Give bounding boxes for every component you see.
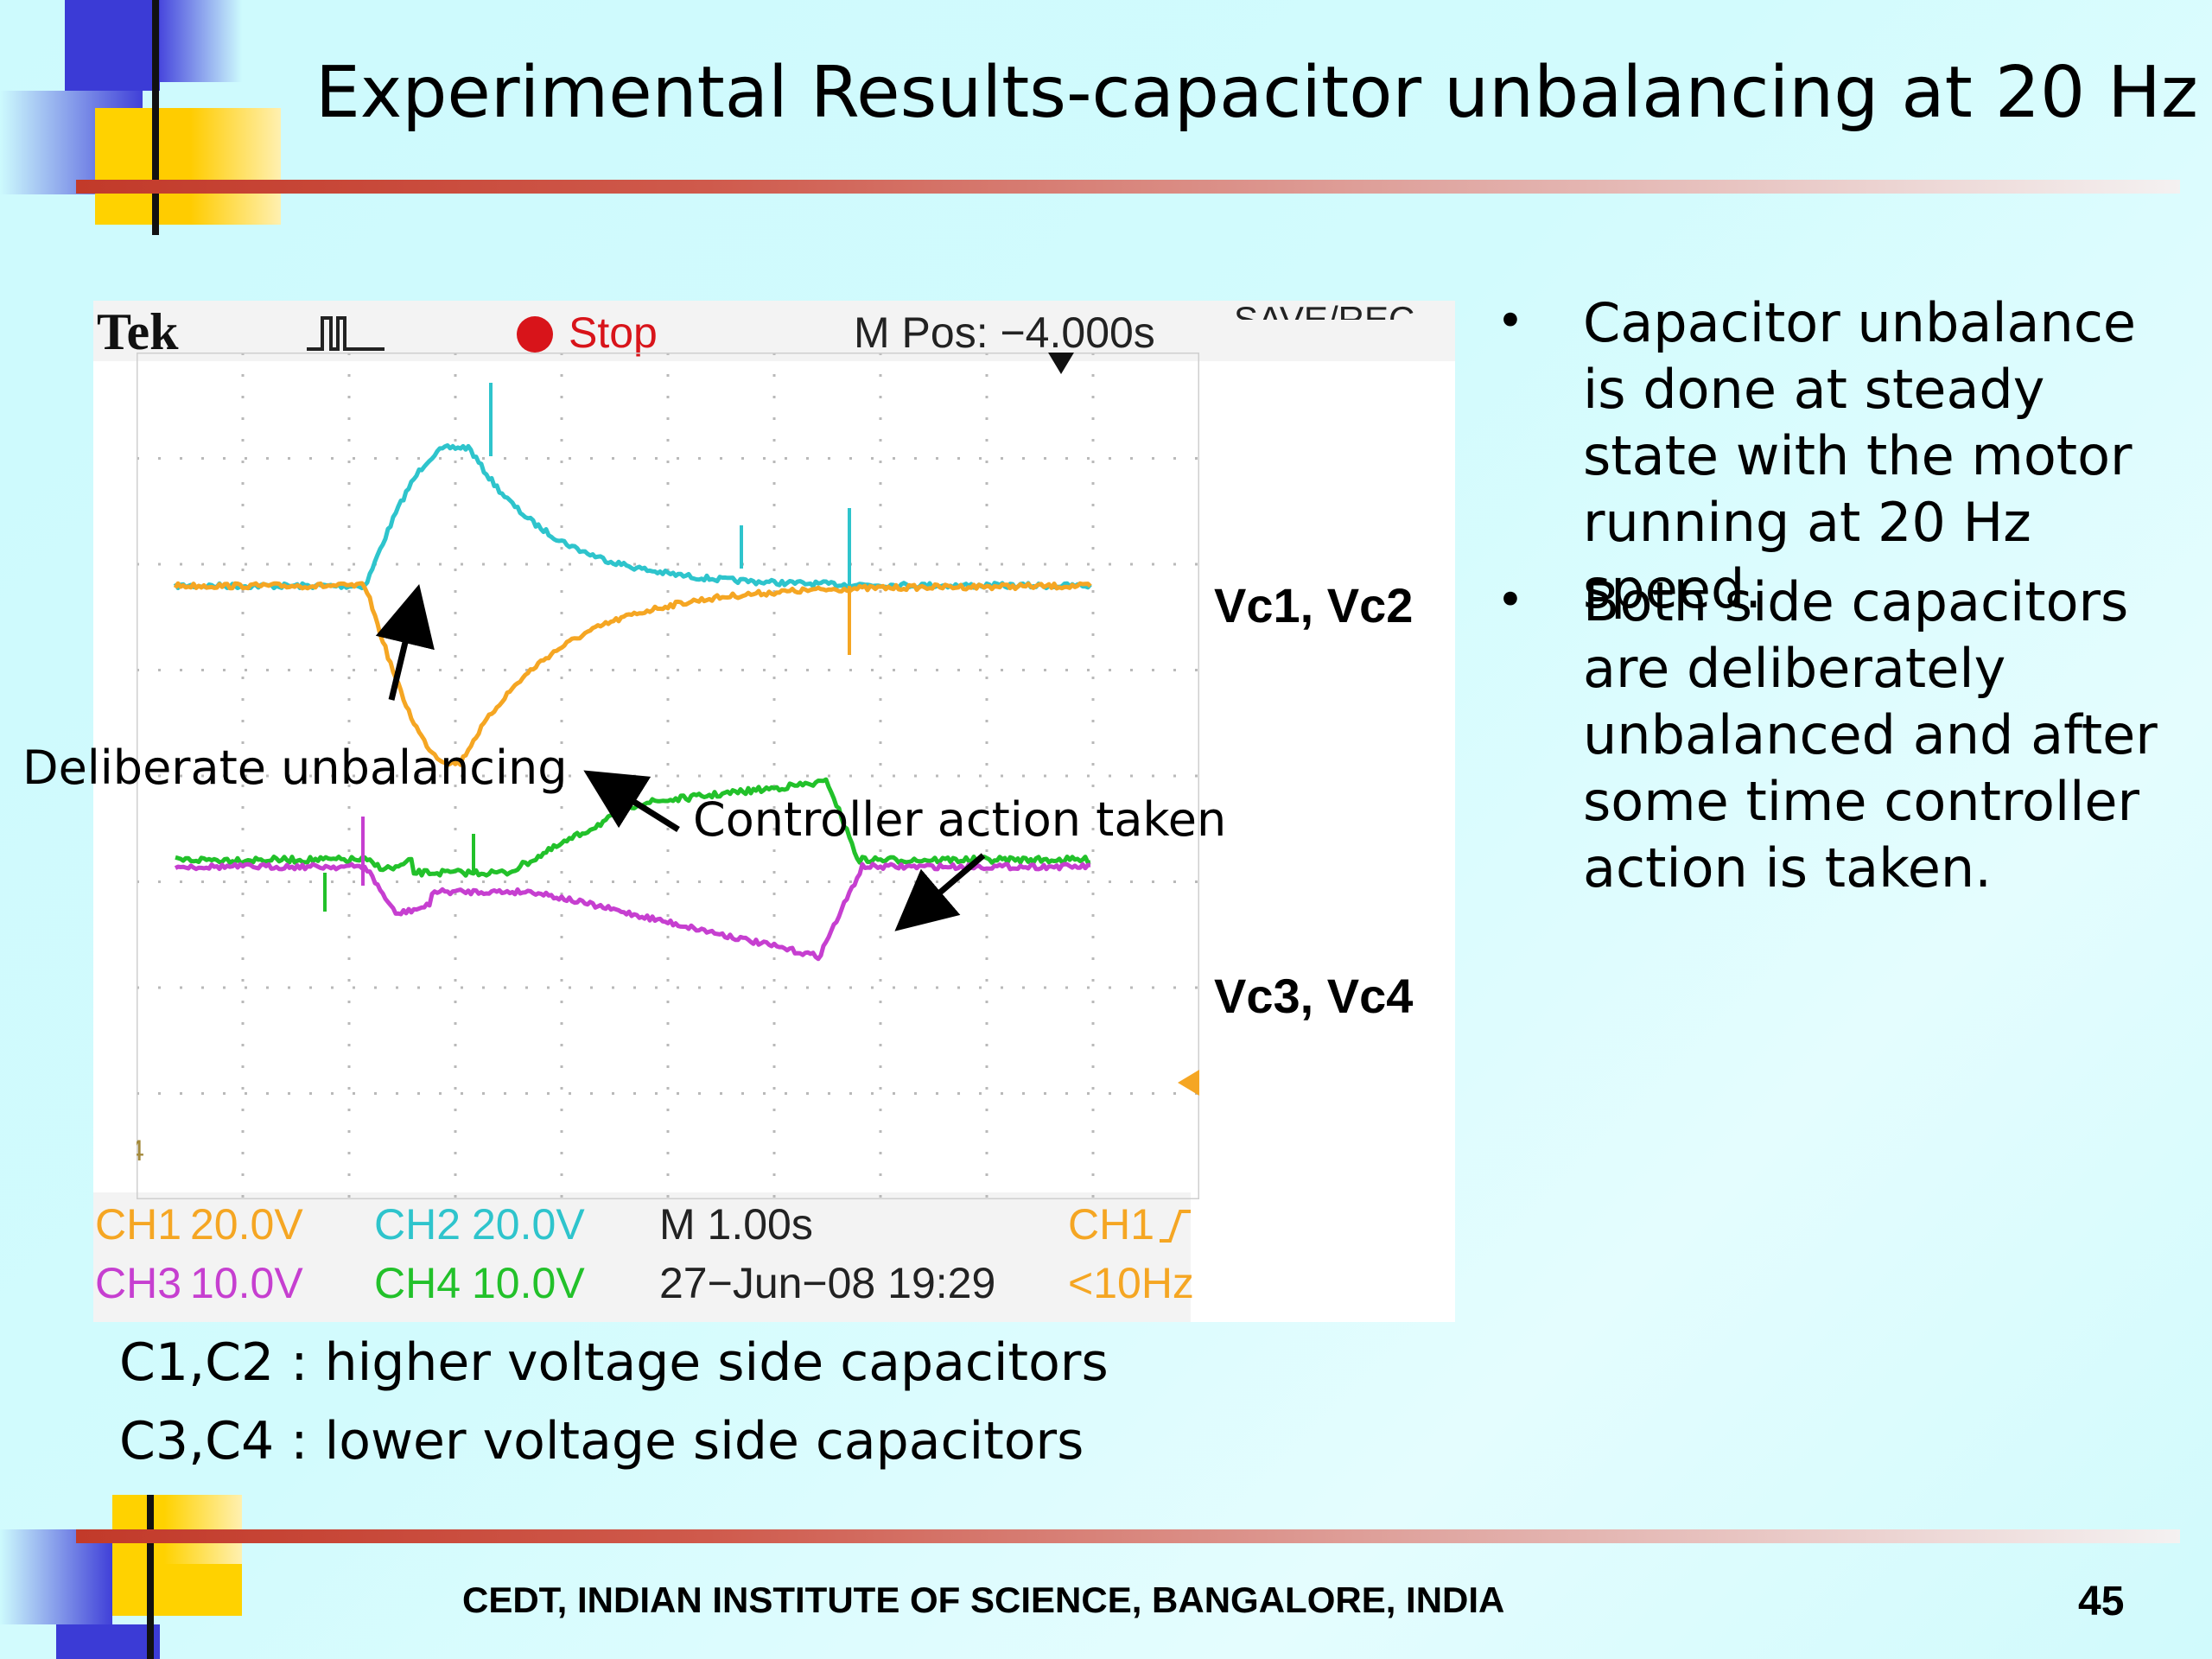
waveform-display: 4 <box>137 353 1199 1199</box>
acquisition-status: Stop <box>569 308 658 357</box>
scope-menu-label: SAVE/REC <box>1234 294 1414 320</box>
slide-title: Experimental Results-capacitor unbalanci… <box>315 52 2198 134</box>
graticule <box>137 353 1199 1199</box>
caption-line-1: C1,C2 : higher voltage side capacitors <box>119 1332 1109 1393</box>
page-number: 45 <box>2078 1579 2125 1624</box>
corner-decoration-top <box>0 0 285 235</box>
trigger-waveform-icon <box>307 316 385 351</box>
stop-indicator-icon <box>517 316 553 353</box>
trigger-frequency: <10Hz <box>1068 1259 1194 1307</box>
ch3-scale: 10.0V <box>190 1259 303 1307</box>
oscilloscope-screenshot: Tek Stop M Pos: −4.000s SAVE/REC 4 CH1 2… <box>93 299 1455 1322</box>
ch2-scale: 20.0V <box>472 1200 585 1249</box>
timebase: M 1.00s <box>659 1200 813 1249</box>
bullet-2: Both side capacitors are deliberately un… <box>1583 570 2158 899</box>
ch2-label: CH2 <box>374 1200 461 1249</box>
ch1-trace <box>173 581 1092 767</box>
scope-menu-label-text: SAVE/REC <box>1234 299 1415 320</box>
ch3-trace <box>174 861 1091 962</box>
vc1-vc2-label: Vc1, Vc2 <box>1214 578 1414 632</box>
trace-spikes <box>323 383 851 912</box>
ch1-label: CH1 <box>95 1200 182 1249</box>
ch4-scale: 10.0V <box>472 1259 585 1307</box>
controller-arrow-1 <box>583 770 680 832</box>
ch3-label: CH3 <box>95 1259 182 1307</box>
trigger-marker-stem <box>1058 353 1065 356</box>
bullet-1: Capacitor unbalance is done at steady st… <box>1583 291 2137 620</box>
caption-line-2: C3,C4 : lower voltage side capacitors <box>119 1411 1084 1471</box>
waveform-traces <box>173 443 1092 962</box>
bullet-marker-2: • <box>1497 573 1524 627</box>
deliberate-arrow <box>375 583 435 701</box>
deliberate-unbalancing-label: Deliberate unbalancing <box>22 741 568 795</box>
controller-action-label: Controller action taken <box>693 792 1227 847</box>
scope-readout-bar <box>93 1192 1191 1322</box>
vc3-vc4-label: Vc3, Vc4 <box>1214 969 1414 1023</box>
scope-brand: Tek <box>97 303 179 360</box>
footer-text: CEDT, INDIAN INSTITUTE OF SCIENCE, BANGA… <box>462 1580 1505 1620</box>
horizontal-position: M Pos: −4.000s <box>854 308 1155 357</box>
trigger-level-marker <box>1178 1070 1199 1096</box>
scope-status-bar <box>93 301 1455 361</box>
capture-date: 27−Jun−08 19:29 <box>659 1259 996 1307</box>
ch1-scale: 20.0V <box>190 1200 303 1249</box>
rising-edge-icon <box>1160 1210 1191 1243</box>
controller-arrow-2 <box>894 853 986 931</box>
ground-reference-marker: 4 <box>137 1135 144 1167</box>
footer-rule <box>76 1529 2180 1543</box>
corner-decoration-bottom <box>0 1495 259 1659</box>
trigger-channel: CH1 <box>1068 1200 1155 1249</box>
title-rule <box>76 180 2180 194</box>
ch4-label: CH4 <box>374 1259 461 1307</box>
trigger-position-marker <box>1048 353 1074 374</box>
bullet-marker-1: • <box>1497 294 1524 348</box>
